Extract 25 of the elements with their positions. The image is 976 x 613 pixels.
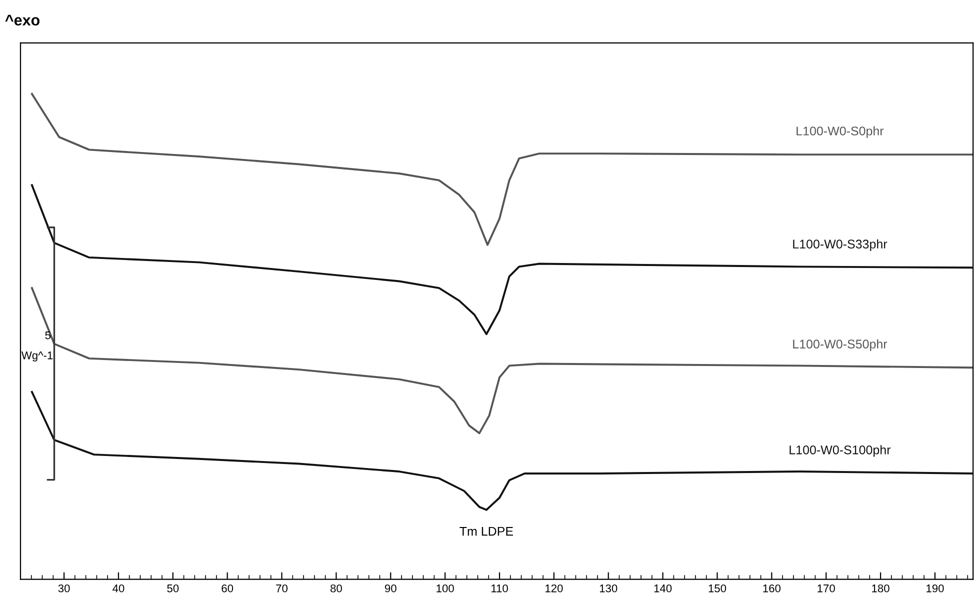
x-tick-label: 30 (58, 584, 70, 592)
x-tick-label: 150 (708, 584, 726, 592)
series-label: L100-W0-S50phr (793, 339, 888, 351)
x-tick-label: 100 (436, 584, 454, 592)
series-label: L100-W0-S100phr (790, 445, 891, 457)
x-tick-label: 110 (491, 584, 508, 592)
x-tick-label: 80 (330, 584, 342, 592)
x-tick-label: 170 (818, 584, 835, 592)
x-tick-label: 190 (926, 584, 944, 592)
series-label: L100-W0-S33phr (793, 239, 888, 251)
x-tick-label: 70 (276, 584, 288, 592)
x-tick-label: 60 (222, 584, 234, 592)
x-tick-label: 130 (600, 584, 618, 592)
annotation: Tm LDPE (460, 526, 513, 536)
chart-title: ^exo (5, 14, 40, 26)
x-tick-label: 180 (872, 584, 890, 592)
annotation: 5 (45, 331, 51, 340)
x-tick-label: 90 (384, 584, 396, 592)
series-label: L100-W0-S0phr (796, 126, 884, 138)
x-tick-label: 140 (654, 584, 672, 592)
x-tick-label: 40 (112, 584, 124, 592)
x-tick-label: 120 (546, 584, 563, 592)
x-tick-label: 160 (763, 584, 781, 592)
annotation: Wg^-1 (21, 352, 53, 362)
x-tick-label: 50 (167, 584, 179, 592)
